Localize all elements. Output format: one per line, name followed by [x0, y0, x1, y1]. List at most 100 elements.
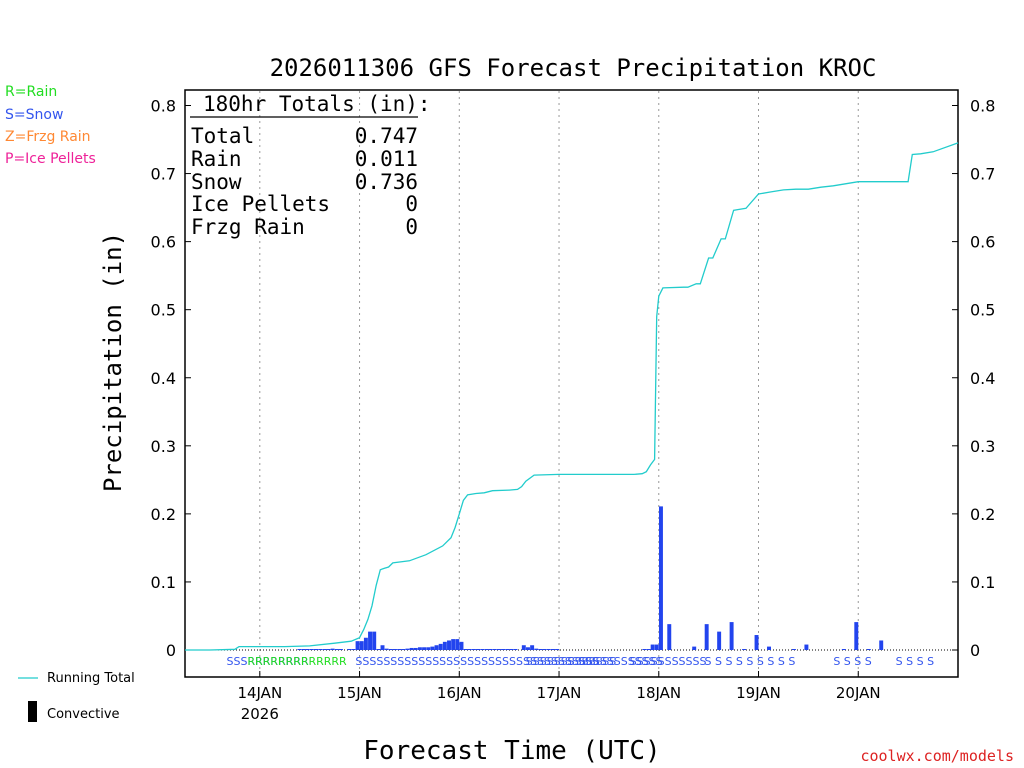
precip-bar [309, 649, 314, 650]
precip-bar [742, 649, 747, 650]
y-tick-label-left: 0.8 [151, 97, 176, 116]
precip-bar [297, 649, 302, 650]
precip-bar [521, 645, 526, 650]
precip-bar [351, 649, 356, 650]
totals-label-frzg-rain: Frzg Rain [191, 215, 305, 239]
plot-frame [184, 89, 959, 678]
precip-bar [417, 647, 422, 650]
totals-value-rain: 0.011 [355, 147, 418, 171]
grid-lines [185, 91, 958, 676]
precip-bar [791, 649, 796, 650]
y-tick-label-right: 0.4 [970, 369, 995, 388]
totals-value-total: 0.747 [355, 124, 418, 148]
precip-bar [305, 649, 310, 650]
precip-bar [866, 649, 871, 650]
precip-bar [492, 649, 497, 650]
precip-bar [841, 649, 846, 650]
y-tick-label-right: 0.2 [970, 505, 995, 524]
x-tick-label: 19JAN [736, 684, 781, 702]
precip-bar [318, 649, 323, 650]
precip-bar [854, 622, 859, 650]
precip-bar [484, 649, 489, 650]
y-tick-label-right: 0.5 [970, 301, 995, 320]
totals-label-ice-pellets: Ice Pellets [191, 192, 330, 216]
y-tick-label-right: 0.7 [970, 165, 995, 184]
x-tick-label: 14JAN [237, 684, 282, 702]
precip-bar [314, 649, 318, 650]
precip-bar [397, 649, 402, 650]
ptype-marker: S S S S [833, 655, 871, 668]
y-axis-ticks: 0 00.1 0.10.2 0.20.3 0.30.4 0.40.5 0.50.6 0.60.… [151, 97, 996, 661]
precip-bar [301, 649, 306, 650]
y-tick-label-left: 0.4 [151, 369, 176, 388]
precip-bar [546, 649, 551, 650]
precip-bar [380, 645, 385, 650]
totals-label-total: Total [191, 124, 254, 148]
precip-bar [542, 649, 547, 650]
precip-bar [338, 649, 343, 650]
x-tick-sublabel: 2026 [241, 705, 279, 723]
x-tick-label: 15JAN [337, 684, 382, 702]
precip-bar [509, 649, 514, 650]
credit-text: coolwx.com/models [860, 747, 1014, 765]
precip-bar [525, 647, 530, 650]
precip-bar [330, 648, 335, 650]
chart-title: 2026011306 GFS Forecast Precipitation KR… [270, 54, 877, 82]
precip-bar [513, 649, 518, 650]
precip-bar [476, 649, 481, 650]
y-tick-label-right: 0 [970, 641, 980, 660]
precip-bar [471, 649, 476, 650]
precip-bar [646, 649, 651, 650]
ptype-marker: S S S S [896, 655, 934, 668]
y-tick-label-right: 0.3 [970, 437, 995, 456]
ptype-marker: SSSRRRRRRRR [227, 655, 309, 668]
precip-bar [496, 649, 501, 650]
precip-bar [442, 641, 447, 650]
precip-bar [538, 649, 543, 650]
precip-bar [505, 649, 510, 650]
precip-bar [434, 645, 439, 650]
y-tick-label-left: 0.1 [151, 573, 176, 592]
y-tick-label-left: 0.2 [151, 505, 176, 524]
y-tick-label-left: 0.5 [151, 301, 176, 320]
x-tick-label: 20JAN [836, 684, 881, 702]
y-tick-label-left: 0.6 [151, 233, 176, 252]
precip-bar [409, 647, 414, 650]
precip-bar [426, 647, 431, 650]
totals-label-snow: Snow [191, 170, 242, 194]
ptype-marker: RRRRRRRRRRRRR [247, 655, 347, 668]
precip-bar [650, 644, 655, 650]
precip-bar [451, 639, 456, 650]
legend-ice-pellets: P=Ice Pellets [5, 151, 96, 167]
precip-bar [717, 631, 722, 650]
precip-bars [226, 506, 884, 650]
legend-frzg-rain: Z=Frzg Rain [5, 129, 91, 145]
ptype-legend: R=Rain S=Snow Z=Frzg Rain P=Ice Pellets [5, 84, 96, 167]
x-tick-label: 18JAN [636, 684, 681, 702]
x-axis-ticks: 14JAN 2026 15JAN 16JAN 17JAN 18JAN 19JAN 20JAN [237, 671, 881, 723]
totals-value-frzg-rain: 0 [405, 215, 418, 239]
precip-bar [359, 641, 364, 650]
precip-bar [658, 506, 663, 650]
precip-bar [393, 649, 397, 650]
x-tick-label: 17JAN [537, 684, 582, 702]
precip-bar [334, 649, 339, 650]
precip-bar [368, 631, 373, 650]
precip-bar [388, 649, 393, 650]
precip-bar [326, 649, 331, 650]
precip-bar [401, 649, 406, 650]
precip-bar [534, 648, 539, 650]
precip-bar [704, 624, 709, 650]
precip-bar [654, 644, 659, 650]
running-total-line [185, 142, 959, 651]
precip-bar [455, 639, 460, 650]
precip-bar [438, 643, 443, 650]
precip-bar [667, 624, 672, 650]
x-axis-label: Forecast Time (UTC) [363, 736, 660, 766]
totals-value-snow: 0.736 [355, 170, 418, 194]
legend-rain: R=Rain [5, 84, 57, 100]
y-tick-label-left: 0.7 [151, 165, 176, 184]
ptype-marker: SSSSSSSSSSSSSSSSSSSSSSSSSSSSSSSSSSSSSSSS… [355, 655, 662, 668]
y-tick-label-right: 0.6 [970, 233, 995, 252]
